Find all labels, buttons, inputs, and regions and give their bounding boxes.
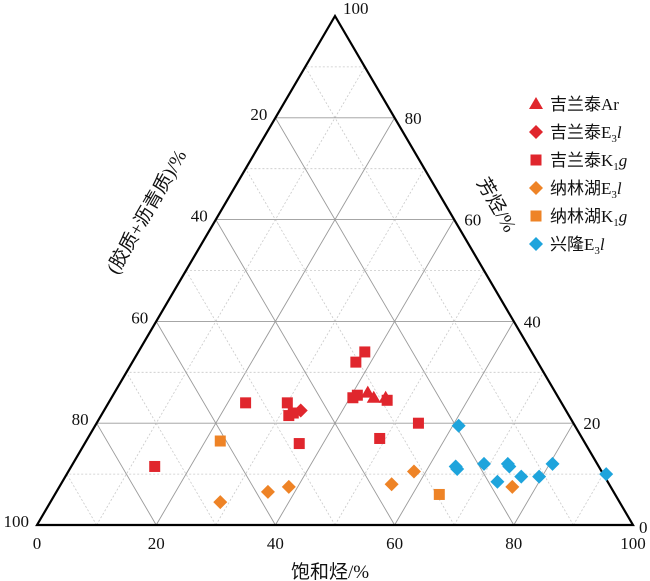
legend-marker <box>529 125 543 139</box>
grid-line-saturated <box>334 270 485 526</box>
data-point <box>351 389 363 401</box>
data-point <box>281 397 293 409</box>
grid-line-saturated <box>394 321 515 526</box>
triangle-frame <box>35 13 635 527</box>
data-point <box>412 417 424 429</box>
data-point <box>374 432 386 444</box>
data-point <box>381 394 393 406</box>
data-point <box>260 484 275 499</box>
legend-marker <box>529 97 543 109</box>
legend-item: 兴隆E3l <box>529 235 605 257</box>
grid <box>66 66 604 526</box>
tick-label-aromatic: 100 <box>343 0 369 18</box>
grid-line-resin <box>96 422 157 526</box>
data-point <box>359 346 371 358</box>
grid-line-resin <box>245 168 455 526</box>
data-point <box>214 435 226 447</box>
data-point <box>287 407 299 419</box>
data-point <box>240 397 252 409</box>
data-point <box>451 418 466 433</box>
grid-line-resin <box>126 372 217 526</box>
grid-line-saturated <box>215 168 425 526</box>
tick-label-saturated: 40 <box>267 534 284 553</box>
legend-marker <box>529 237 543 251</box>
data-point <box>505 479 520 494</box>
triangle-outline <box>35 13 635 527</box>
legend-item: 吉兰泰Ar <box>529 95 619 114</box>
tick-label-resin: 60 <box>131 308 148 327</box>
grid-line-resin <box>304 66 574 526</box>
tick-label-resin: 20 <box>250 105 267 124</box>
tick-label-aromatic: 0 <box>639 518 648 537</box>
series-2 <box>149 346 424 472</box>
tick-label-aromatic: 60 <box>464 211 481 230</box>
tick-label-aromatic: 80 <box>405 109 422 128</box>
data-point <box>514 469 529 484</box>
legend: 吉兰泰Ar 吉兰泰E3l 吉兰泰K1g 纳林湖E3l 纳林湖K1g 兴隆E3l <box>529 95 627 257</box>
legend-item: 吉兰泰K1g <box>530 151 627 173</box>
grid-line-resin <box>185 270 336 526</box>
data-point <box>490 474 505 489</box>
legend-label: 纳林湖E3l <box>550 179 622 201</box>
data-point <box>360 385 375 398</box>
data-point <box>149 460 161 472</box>
legend-label: 吉兰泰E3l <box>550 123 622 145</box>
series-5 <box>448 418 614 489</box>
grid-line-saturated <box>513 422 574 526</box>
legend-label: 吉兰泰K1g <box>550 151 627 173</box>
data-point <box>350 356 362 368</box>
data-point <box>477 456 491 471</box>
grid-line-saturated <box>573 473 604 526</box>
legend-marker <box>529 181 543 195</box>
axis-titles: 饱和烃/%(胶质+沥青质)/% 芳烃/% <box>102 146 520 581</box>
grid-line-resin <box>66 473 97 526</box>
tick-label-saturated: 20 <box>148 534 165 553</box>
data-point <box>450 462 465 477</box>
legend-label: 纳林湖K1g <box>550 207 627 229</box>
legend-label: 兴隆E3l <box>550 235 605 257</box>
data-point <box>532 469 547 484</box>
grid-line-saturated <box>453 372 544 526</box>
axis-title-resin: (胶质+沥青质)/% <box>102 146 191 278</box>
tick-label-saturated: 100 <box>620 534 646 553</box>
tick-label-aromatic: 20 <box>583 414 600 433</box>
data-point <box>545 456 560 471</box>
axis-title-saturated: 饱和烃/% <box>291 561 369 581</box>
tick-label-saturated: 60 <box>386 534 403 553</box>
tick-label-aromatic: 40 <box>524 312 541 331</box>
data-point <box>406 464 421 479</box>
legend-marker <box>530 154 542 166</box>
data-point <box>281 479 296 494</box>
data-point <box>599 467 614 482</box>
series-3 <box>213 464 520 510</box>
tick-label-resin: 40 <box>191 207 208 226</box>
data-point <box>366 390 381 403</box>
series-4 <box>214 435 445 500</box>
data-point <box>384 477 399 492</box>
tick-label-saturated: 80 <box>505 534 522 553</box>
data-point <box>502 459 517 474</box>
tick-label-resin: 80 <box>72 410 89 429</box>
grid-line-resin <box>155 321 276 526</box>
legend-marker <box>530 210 542 222</box>
tick-label-resin: 100 <box>4 512 30 531</box>
grid-line-resin <box>215 219 395 526</box>
legend-item: 纳林湖K1g <box>530 207 627 229</box>
data-point <box>213 495 228 510</box>
data-points <box>149 346 614 510</box>
legend-item: 吉兰泰E3l <box>529 123 622 145</box>
legend-item: 纳林湖E3l <box>529 179 622 201</box>
tick-label-saturated: 0 <box>33 534 42 553</box>
data-point <box>433 488 445 500</box>
grid-line-saturated <box>275 219 455 526</box>
legend-label: 吉兰泰Ar <box>550 95 619 114</box>
grid-line-saturated <box>96 66 366 526</box>
data-point <box>293 438 305 450</box>
